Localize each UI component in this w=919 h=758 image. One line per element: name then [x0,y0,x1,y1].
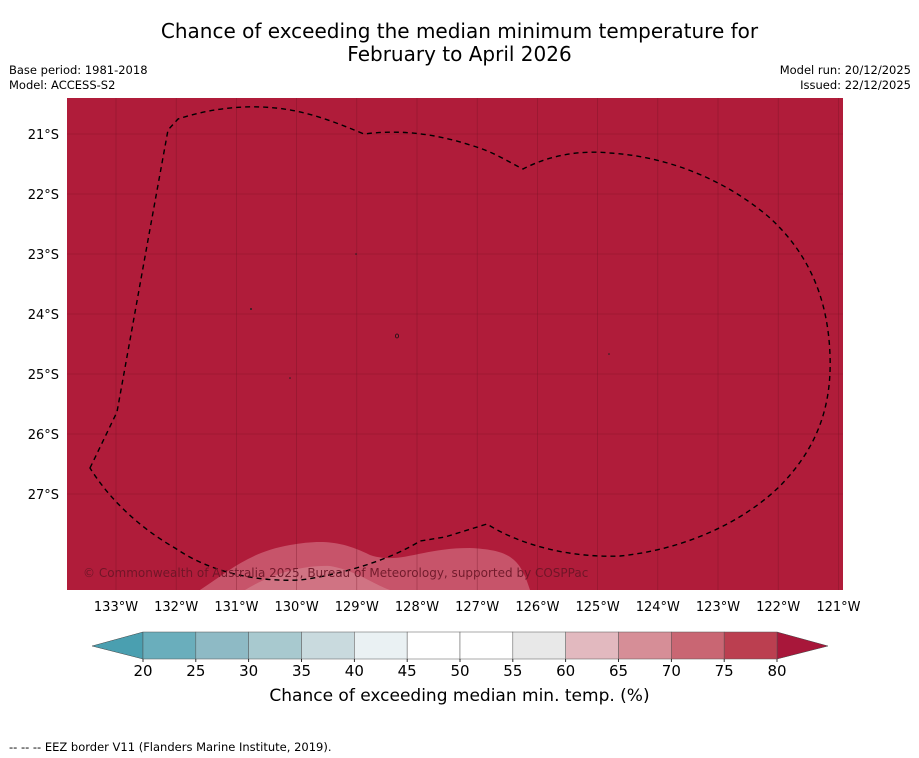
colorbar-tick-label: 80 [767,662,786,680]
island [355,253,357,255]
colorbar-tick-label: 70 [662,662,681,680]
colorbar-segment [406,631,461,660]
lat-label: 21°S [28,128,59,143]
colorbar-tick-label: 45 [398,662,417,680]
colorbar-tick-label: 20 [133,662,152,680]
title-line-1: Chance of exceeding the median minimum t… [160,19,759,43]
colorbar-segment [459,631,514,660]
colorbar-segment [142,631,197,660]
graticule [67,98,843,590]
colorbar-tick-label: 65 [609,662,628,680]
lon-label: 130°W [275,600,319,615]
colorbar-tick-label: 55 [503,662,522,680]
lon-label: 133°W [94,600,138,615]
colorbar-tick-label: 30 [239,662,258,680]
title-line-2: February to April 2026 [347,42,572,66]
lat-label: 24°S [28,308,59,323]
lon-label: 131°W [214,600,258,615]
map-panel [67,98,843,590]
lon-label: 128°W [395,600,439,615]
longitude-labels: 133°W 132°W 131°W 130°W 129°W 128°W 127°W 126°W… [94,600,861,615]
colorbar-segment [618,631,672,660]
colorbar-tick-label: 35 [292,662,311,680]
colorbar-segment [195,631,249,660]
lon-label: 126°W [515,600,559,615]
colorbar-tick-label: 60 [556,662,575,680]
island [250,308,252,310]
lat-label: 27°S [28,488,59,503]
colorbar [91,631,829,660]
colorbar-under-arrow [91,631,144,660]
colorbar-label: Chance of exceeding median min. temp. (%… [269,686,650,706]
lon-label: 124°W [636,600,680,615]
lon-label: 123°W [696,600,740,615]
map-figure: © Commonwealth of Australia 2025, Bureau… [28,98,861,680]
lon-label: 129°W [335,600,379,615]
island [608,353,610,355]
eez-legend-note: -- -- -- EEZ border V11 (Flanders Marine… [9,740,332,754]
islands [250,253,610,379]
copyright-watermark: © Commonwealth of Australia 2025, Bureau… [83,566,588,580]
base-period: Base period: 1981-2018 [9,63,148,77]
colorbar-segment [565,631,619,660]
colorbar-segment [301,631,355,660]
eez-border [89,106,831,581]
colorbar-tick-label: 25 [186,662,205,680]
colorbar-over-arrow [776,631,829,660]
lon-label: 122°W [756,600,800,615]
lon-label: 125°W [576,600,620,615]
lat-label: 23°S [28,248,59,263]
lon-label: 132°W [154,600,198,615]
colorbar-tick-label: 75 [715,662,734,680]
colorbar-segment [354,631,408,660]
lon-label: 127°W [455,600,499,615]
model-name: Model: ACCESS-S2 [9,78,116,92]
colorbar-tick-label: 50 [450,662,469,680]
issued-date: Issued: 22/12/2025 [800,78,911,92]
lat-label: 26°S [28,428,59,443]
lat-label: 22°S [28,188,59,203]
lon-label: 121°W [816,600,860,615]
latitude-labels: 21°S 22°S 23°S 24°S 25°S 26°S 27°S [28,128,59,503]
colorbar-segment [723,631,778,660]
lower-probability-core [245,565,390,590]
lat-label: 25°S [28,368,59,383]
island [289,377,291,379]
colorbar-segment [671,631,725,660]
colorbar-segment [248,631,302,660]
colorbar-tick-label: 40 [345,662,364,680]
model-run: Model run: 20/12/2025 [779,63,911,77]
island [394,333,399,339]
colorbar-segment [512,631,566,660]
colorbar-ticks: 20 25 30 35 40 45 50 55 60 65 70 75 80 [133,659,787,680]
